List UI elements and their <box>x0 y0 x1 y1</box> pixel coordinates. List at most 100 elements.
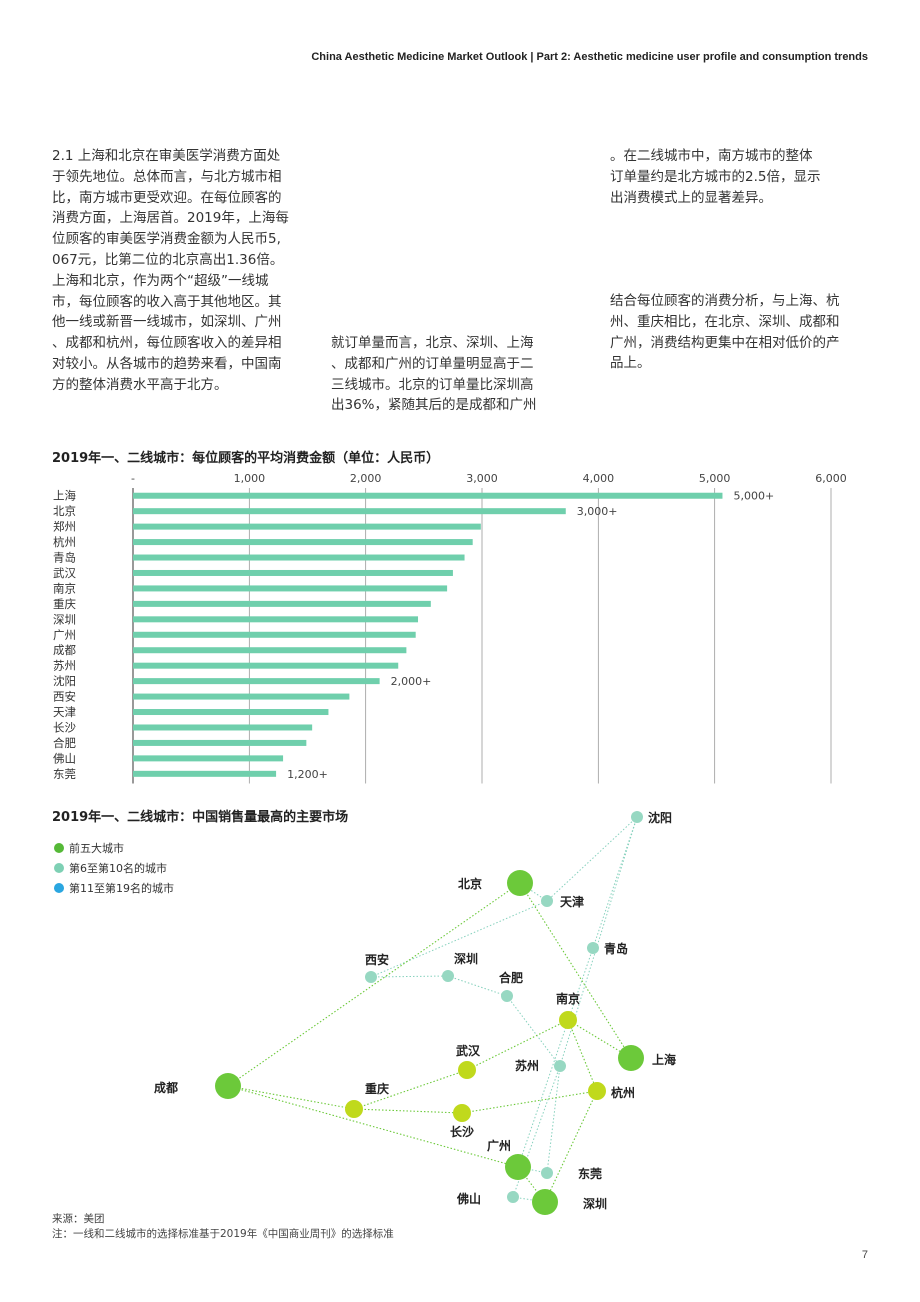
city-node <box>507 870 533 896</box>
bar <box>133 616 419 623</box>
connection-line <box>517 947 594 1168</box>
y-tick-label: 深圳 <box>53 612 76 626</box>
data-label: 1,200+ <box>287 768 328 781</box>
y-tick-label: 西安 <box>53 690 76 704</box>
city-node <box>365 971 377 983</box>
city-label: 南京 <box>556 991 580 1006</box>
bar <box>133 755 284 762</box>
body-column-1: 2.1 上海和北京在审美医学消费方面处 于领先地位。总体而言，与北方城市相 比，南方… <box>52 146 304 396</box>
connection-line <box>546 816 638 902</box>
legend-dot-icon <box>54 843 64 853</box>
text-line: 广州，消费结构更集中在相对低价的产 <box>610 334 840 351</box>
city-node <box>453 1104 471 1122</box>
text-line: 出36%，紧随其后的是成都和广州 <box>331 397 537 414</box>
page-header: China Aesthetic Medicine Market Outlook … <box>311 51 868 63</box>
city-label: 合肥 <box>499 970 523 985</box>
y-tick-label: 长沙 <box>53 720 76 734</box>
x-tick-label: 2,000 <box>350 472 382 485</box>
bar <box>133 631 416 638</box>
text-line: 、成都和广州的订单量明显高于二 <box>331 355 534 372</box>
legend-dot-icon <box>54 863 64 873</box>
connection-line <box>592 816 638 949</box>
city-node <box>505 1154 531 1180</box>
source-note: 来源：美团 <box>52 1213 105 1225</box>
body-column-3a: 。在二线城市中，南方城市的整体 订单量约是北方城市的2.5倍，显示 出消费模式上的显… <box>610 146 866 208</box>
bar <box>133 600 431 607</box>
text-line: 。在二线城市中，南方城市的整体 <box>610 148 813 164</box>
text-line: 、成都和杭州，每位顾客收入的差异相 <box>52 335 282 352</box>
connection-line <box>546 1065 561 1174</box>
legend-label: 前五大城市 <box>69 842 124 855</box>
text-line: 结合每位顾客的消费分析，与上海、杭 <box>610 293 840 309</box>
city-node <box>541 1167 553 1179</box>
body-column-3b: 结合每位顾客的消费分析，与上海、杭 州、重庆相比，在北京、深圳、成都和 广州，消费结… <box>610 291 866 374</box>
y-tick-label: 上海 <box>53 489 76 503</box>
bar <box>133 709 329 716</box>
y-tick-label: 重庆 <box>53 597 76 611</box>
city-label: 佛山 <box>456 1191 481 1206</box>
city-label: 广州 <box>487 1138 511 1153</box>
text-line: 位顾客的审美医学消费金额为人民币5, <box>52 231 281 248</box>
legend-dot-icon <box>54 883 64 893</box>
city-label: 深圳 <box>583 1196 607 1211</box>
bar <box>133 678 380 685</box>
bar <box>133 647 407 654</box>
bar-chart-title: 2019年一、二线城市：每位顾客的平均消费金额（单位：人民币） <box>52 451 440 466</box>
text-line: 他一线或新晋一线城市，如深圳、广州 <box>52 314 282 331</box>
city-label: 重庆 <box>365 1081 389 1096</box>
city-label: 西安 <box>365 952 389 967</box>
text-line: 消费方面，上海居首。2019年，上海每 <box>52 210 289 227</box>
text-line: 067元，比第二位的北京高出1.36倍。 <box>52 251 284 268</box>
x-tick-label: 5,000 <box>699 472 731 485</box>
connection-line <box>519 882 632 1059</box>
city-node <box>618 1045 644 1071</box>
city-label: 北京 <box>458 876 482 891</box>
y-tick-label: 成都 <box>53 643 76 657</box>
city-node <box>458 1061 476 1079</box>
city-label: 东莞 <box>578 1166 602 1181</box>
city-label: 杭州 <box>611 1085 635 1100</box>
text-line: 方的整体消费水平高于北方。 <box>52 376 228 393</box>
x-tick-label: 3,000 <box>466 472 498 485</box>
y-tick-label: 广州 <box>53 628 76 642</box>
data-label: 5,000+ <box>733 490 774 503</box>
connection-line <box>227 1085 519 1168</box>
text-line: 对较小。从各城市的趋势来看，中国南 <box>52 355 282 372</box>
city-label: 沈阳 <box>648 810 672 825</box>
bar <box>133 569 453 576</box>
bar <box>133 585 448 592</box>
text-line: 于领先地位。总体而言，与北方城市相 <box>52 168 282 185</box>
page-number: 7 <box>861 1249 868 1261</box>
city-label: 武汉 <box>456 1043 481 1058</box>
city-node <box>532 1189 558 1215</box>
legend-item: 第11至第19名的城市 <box>54 878 174 898</box>
city-node <box>554 1060 566 1072</box>
connection-line <box>506 995 561 1067</box>
city-node <box>215 1073 241 1099</box>
legend-label: 第11至第19名的城市 <box>69 882 174 895</box>
y-tick-label: 郑州 <box>53 520 76 534</box>
text-line: 品上。 <box>610 355 651 372</box>
connection-line <box>370 900 548 978</box>
text-line: 就订单量而言，北京、深圳、上海 <box>331 335 534 351</box>
city-node <box>631 811 643 823</box>
data-label: 2,000+ <box>391 675 432 688</box>
selection-note: 注：一线和二线城市的选择标准基于2019年《中国商业周刊》的选择标准 <box>52 1228 394 1240</box>
city-label: 苏州 <box>515 1058 539 1073</box>
legend-item: 前五大城市 <box>54 838 174 858</box>
x-tick-label: - <box>131 472 135 485</box>
text-line: 比，南方城市更受欢迎。在每位顾客的 <box>52 189 282 206</box>
y-tick-label: 南京 <box>53 581 76 595</box>
city-label: 青岛 <box>604 941 628 956</box>
bar <box>133 508 566 515</box>
network-title: 2019年一、二线城市：中国销售量最高的主要市场 <box>52 810 349 825</box>
connection-line <box>461 1090 598 1114</box>
text-line: 2.1 上海和北京在审美医学消费方面处 <box>52 148 281 164</box>
city-node <box>507 1191 519 1203</box>
city-node <box>587 942 599 954</box>
footer: 来源：美团 注：一线和二线城市的选择标准基于2019年《中国商业周刊》的选择标准 <box>52 1212 394 1242</box>
city-node <box>501 990 513 1002</box>
bar-chart: - 1,000 2,000 3,000 4,000 5,000 6,000 上海 5,000+ 北… <box>53 472 847 784</box>
y-tick-label: 佛山 <box>53 751 76 765</box>
